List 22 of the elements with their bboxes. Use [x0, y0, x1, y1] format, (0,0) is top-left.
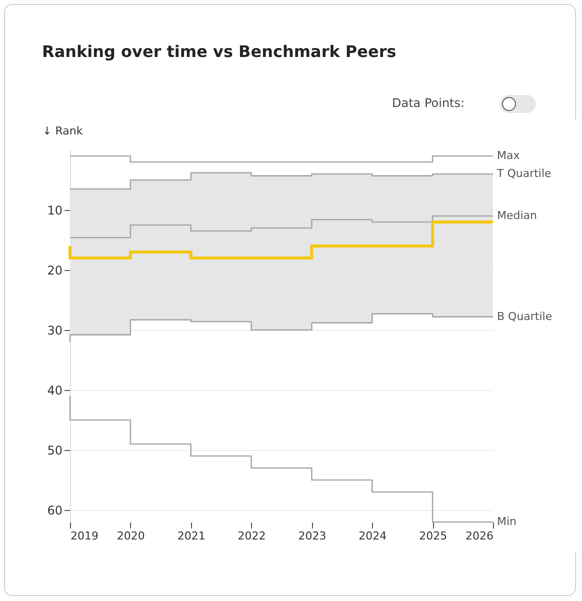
y-tick-label: 10 [47, 204, 62, 218]
x-tick-label: 2019 [70, 530, 98, 542]
series-label: Median [497, 209, 538, 222]
x-tick-label: 2023 [298, 530, 326, 542]
y-tick-label: 40 [47, 384, 62, 398]
series-label: T Quartile [496, 167, 552, 180]
y-axis-title: ↓ Rank [42, 124, 84, 138]
x-tick-label: 2022 [238, 530, 266, 542]
chart-title: Ranking over time vs Benchmark Peers [42, 42, 396, 61]
series-label: Max [497, 149, 520, 162]
series-label: Min [497, 515, 517, 528]
y-tick-label: 50 [47, 444, 62, 458]
text: Data Points: [392, 96, 465, 110]
y-tick-label: 20 [47, 264, 62, 278]
x-tick-label: 2026 [466, 530, 494, 542]
x-tick-label: 2020 [116, 530, 145, 542]
x-tick-label: 2025 [419, 530, 448, 542]
series-label: B Quartile [497, 310, 552, 323]
x-tick-label: 2024 [358, 530, 387, 542]
y-tick-label: 30 [47, 324, 62, 338]
x-tick-label: 2021 [177, 530, 206, 542]
y-tick-label: 60 [47, 504, 62, 518]
